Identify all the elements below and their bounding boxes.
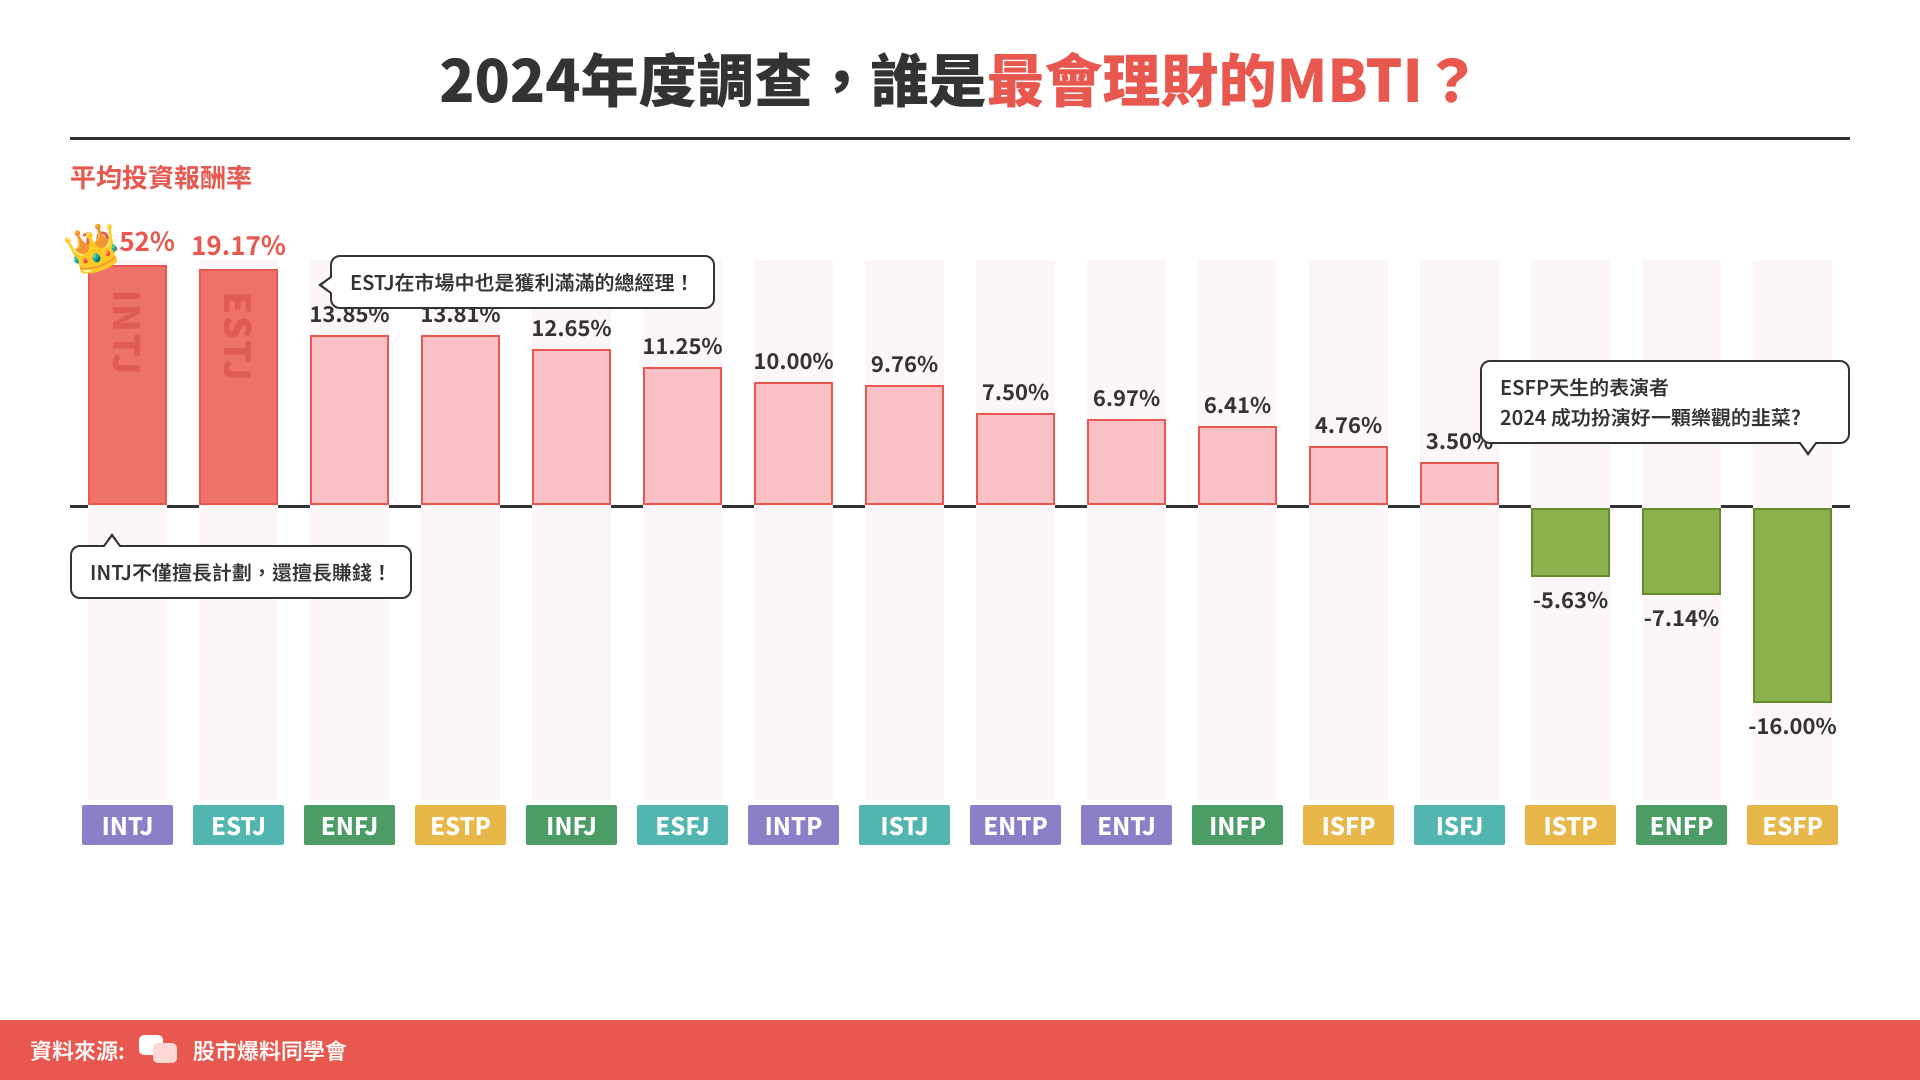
type-badge: ENTJ xyxy=(1081,805,1172,845)
bar-rect xyxy=(1642,508,1721,595)
bar-rect xyxy=(310,335,389,505)
bar-value-label: 19.17% xyxy=(181,226,296,263)
chart-subtitle: 平均投資報酬率 xyxy=(70,158,1920,195)
callout-esfp-line1: ESFP天生的表演者 xyxy=(1500,372,1669,401)
type-badge: ENFJ xyxy=(304,805,395,845)
bar-slot: -7.14%ENFP xyxy=(1634,205,1729,845)
type-badge: ESTP xyxy=(415,805,506,845)
bar-inner-type-label: ESTJ xyxy=(213,292,265,383)
bar-slot: 7.50%ENTP xyxy=(968,205,1063,845)
callout-esfp-line2: 2024 成功扮演好一顆樂觀的韭菜? xyxy=(1500,402,1801,431)
bar-rect xyxy=(421,335,500,505)
bar-value-label: -7.14% xyxy=(1624,601,1739,633)
bar-slot: -16.00%ESFP xyxy=(1745,205,1840,845)
bar-rect: INTJ xyxy=(88,265,167,505)
type-badge: ENTP xyxy=(970,805,1061,845)
bar-value-label: 6.41% xyxy=(1180,388,1295,420)
bar-rect xyxy=(532,349,611,505)
bar-slot: 3.50%ISFJ xyxy=(1412,205,1507,845)
bar-slot: 4.76%ISFP xyxy=(1301,205,1396,845)
type-badge: ESTJ xyxy=(193,805,284,845)
callout-intj: INTJ不僅擅長計劃，還擅長賺錢！ xyxy=(70,545,412,599)
type-badge: ISTP xyxy=(1525,805,1616,845)
bar-faint-bg xyxy=(1087,260,1166,800)
bar-faint-bg xyxy=(754,260,833,800)
bar-value-label: 4.76% xyxy=(1291,408,1406,440)
bar-slot: 6.41%INFP xyxy=(1190,205,1285,845)
bar-rect xyxy=(1753,508,1832,703)
bar-rect xyxy=(643,367,722,505)
bar-faint-bg xyxy=(976,260,1055,800)
type-badge: INTJ xyxy=(82,805,173,845)
type-badge: ISTJ xyxy=(859,805,950,845)
mbti-bar-chart: INTJ19.52%INTJESTJ19.17%ESTJ13.85%ENFJ13… xyxy=(70,205,1850,845)
callout-estj: ESTJ在市場中也是獲利滿滿的總經理！ xyxy=(330,255,715,309)
bar-slot: INTJ19.52%INTJ xyxy=(80,205,175,845)
bar-rect: ESTJ xyxy=(199,269,278,505)
chat-bubbles-icon xyxy=(139,1035,179,1065)
bar-value-label: 12.65% xyxy=(514,311,629,343)
callout-estj-text: ESTJ在市場中也是獲利滿滿的總經理！ xyxy=(350,267,695,296)
bar-rect xyxy=(1198,426,1277,505)
bar-slot: 9.76%ISTJ xyxy=(857,205,952,845)
footer-label: 資料來源: xyxy=(30,1034,125,1066)
bar-slot: -5.63%ISTP xyxy=(1523,205,1618,845)
type-badge: ESFJ xyxy=(637,805,728,845)
type-badge: INFJ xyxy=(526,805,617,845)
footer-bar: 資料來源: 股市爆料同學會 xyxy=(0,1020,1920,1080)
bar-rect xyxy=(1420,462,1499,505)
type-badge: INFP xyxy=(1192,805,1283,845)
bar-slot: ESTJ19.17%ESTJ xyxy=(191,205,286,845)
callout-esfp: ESFP天生的表演者 2024 成功扮演好一顆樂觀的韭菜? xyxy=(1480,360,1850,444)
bar-rect xyxy=(976,413,1055,505)
callout-intj-text: INTJ不僅擅長計劃，還擅長賺錢！ xyxy=(90,557,392,586)
bar-value-label: 6.97% xyxy=(1069,381,1184,413)
bar-rect xyxy=(1531,508,1610,577)
bar-value-label: -16.00% xyxy=(1735,709,1850,741)
bar-rect xyxy=(1087,419,1166,505)
bar-faint-bg xyxy=(1309,260,1388,800)
title-prefix: 2024年度調查，誰是 xyxy=(439,35,986,119)
bar-rect xyxy=(1309,446,1388,505)
type-badge: ISFP xyxy=(1303,805,1394,845)
bar-value-label: 7.50% xyxy=(958,375,1073,407)
footer-source: 股市爆料同學會 xyxy=(193,1034,347,1066)
type-badge: ISFJ xyxy=(1414,805,1505,845)
bar-rect xyxy=(865,385,944,505)
page-title: 2024年度調查，誰是最會理財的MBTI？ xyxy=(0,0,1920,137)
bar-value-label: -5.63% xyxy=(1513,583,1628,615)
type-badge: ENFP xyxy=(1636,805,1727,845)
bar-rect xyxy=(754,382,833,505)
bar-faint-bg xyxy=(1420,260,1499,800)
bar-inner-type-label: INTJ xyxy=(102,290,154,377)
bar-value-label: 9.76% xyxy=(847,347,962,379)
bar-slot: 10.00%INTP xyxy=(746,205,841,845)
bar-faint-bg xyxy=(1198,260,1277,800)
type-badge: ESFP xyxy=(1747,805,1838,845)
bar-value-label: 10.00% xyxy=(736,344,851,376)
title-divider xyxy=(70,137,1850,140)
bar-slot: 6.97%ENTJ xyxy=(1079,205,1174,845)
bar-value-label: 11.25% xyxy=(625,329,740,361)
type-badge: INTP xyxy=(748,805,839,845)
title-highlight: 最會理財的MBTI？ xyxy=(987,35,1481,119)
bar-faint-bg xyxy=(865,260,944,800)
